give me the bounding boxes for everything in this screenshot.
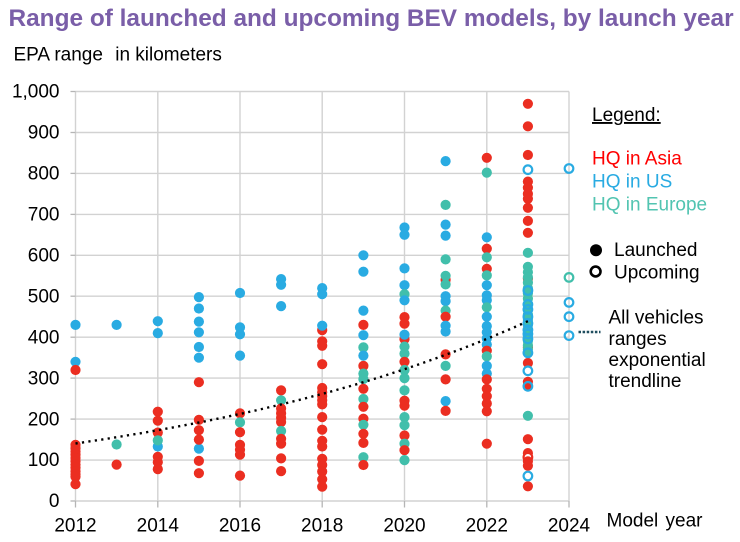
svg-text:500: 500 [28, 286, 60, 307]
svg-text:900: 900 [28, 123, 60, 144]
svg-text:ranges: ranges [609, 329, 667, 350]
svg-text:2020: 2020 [383, 515, 425, 536]
svg-text:All vehicles: All vehicles [609, 308, 704, 329]
svg-text:300: 300 [28, 368, 60, 389]
svg-text:HQ in Asia: HQ in Asia [592, 149, 682, 170]
svg-text:2016: 2016 [219, 515, 261, 536]
svg-text:Upcoming: Upcoming [614, 262, 700, 283]
svg-text:Range of launched and upcoming: Range of launched and upcoming BEV model… [9, 5, 735, 32]
svg-text:400: 400 [28, 327, 60, 348]
svg-text:trendline: trendline [609, 371, 682, 392]
svg-text:HQ in Europe: HQ in Europe [592, 195, 707, 216]
svg-text:Model year: Model year [607, 511, 704, 532]
svg-text:2022: 2022 [466, 515, 508, 536]
svg-text:0: 0 [49, 491, 60, 512]
svg-text:EPA range in kilometers: EPA range in kilometers [14, 45, 222, 66]
svg-text:1,000: 1,000 [12, 82, 60, 103]
svg-text:700: 700 [28, 205, 60, 226]
svg-text:2024: 2024 [548, 515, 591, 536]
svg-text:600: 600 [28, 246, 60, 267]
svg-text:2012: 2012 [54, 515, 96, 536]
svg-text:exponential: exponential [609, 350, 706, 371]
svg-text:Launched: Launched [614, 240, 697, 261]
svg-text:HQ in US: HQ in US [592, 172, 672, 193]
svg-text:100: 100 [28, 450, 60, 471]
svg-text:2014: 2014 [137, 515, 180, 536]
svg-text:Legend:: Legend: [592, 105, 661, 126]
svg-text:800: 800 [28, 164, 60, 185]
svg-text:2018: 2018 [301, 515, 343, 536]
svg-text:200: 200 [28, 409, 60, 430]
